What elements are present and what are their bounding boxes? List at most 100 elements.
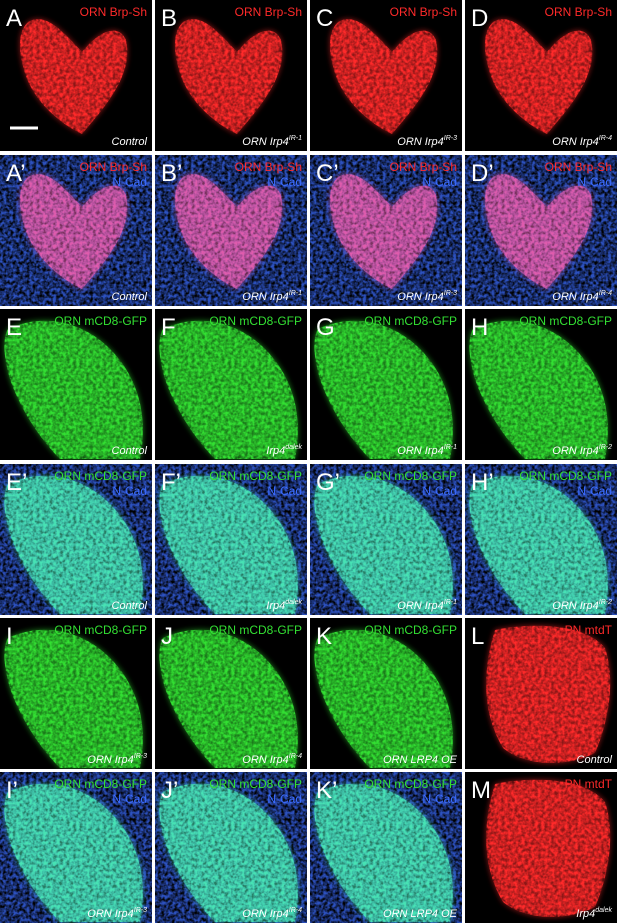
stain-label: N-Cad	[422, 792, 457, 806]
genotype-allele: IR-4	[599, 135, 612, 142]
panel-letter: H	[471, 314, 488, 341]
tissue	[486, 779, 611, 918]
genotype-allele: IR-1	[444, 599, 457, 606]
stain-label: ORN mCD8-GFP	[209, 623, 302, 637]
panel-letter: F	[161, 314, 176, 341]
panel: J ORN mCD8-GFP ORN Irp4IR-4	[155, 618, 307, 769]
tissue	[469, 475, 608, 614]
panel-letter: I	[6, 623, 13, 650]
micrograph	[465, 155, 617, 306]
stain-label: ORN mCD8-GFP	[364, 469, 457, 483]
genotype-name: ORN Irp4	[242, 136, 288, 148]
tissue	[4, 475, 143, 614]
genotype-name: ORN Irp4	[397, 445, 443, 457]
genotype-name: ORN LRP4 OE	[383, 754, 458, 766]
stain-label: N-Cad	[112, 175, 147, 189]
panel-letter: D’	[471, 160, 494, 187]
tissue	[4, 320, 143, 459]
genotype: Control	[577, 754, 613, 766]
micrograph	[0, 155, 152, 306]
micrograph	[465, 464, 617, 615]
micrograph	[0, 0, 152, 151]
genotype-allele: IR-3	[134, 907, 147, 914]
panel: I ORN mCD8-GFP ORN Irp4IR-3	[0, 618, 152, 769]
micrograph	[155, 772, 307, 923]
panel-letter: I’	[6, 777, 18, 804]
genotype: ORN LRP4 OE	[383, 754, 458, 766]
tissue	[469, 320, 608, 459]
genotype-allele: dalek	[595, 907, 612, 914]
micrograph	[0, 464, 152, 615]
genotype: Irp4dalek	[266, 599, 302, 612]
stain-label: N-Cad	[267, 484, 302, 498]
stain-label: ORN mCD8-GFP	[54, 314, 147, 328]
genotype-name: ORN Irp4	[552, 291, 598, 303]
micrograph	[0, 309, 152, 460]
genotype: ORN Irp4IR-3	[397, 290, 457, 303]
stain-label: ORN mCD8-GFP	[209, 777, 302, 791]
panel-letter: G’	[316, 469, 340, 496]
genotype-name: ORN Irp4	[552, 136, 598, 148]
panel-letter: L	[471, 623, 484, 650]
panel-letter: D	[471, 5, 488, 32]
panel: A’ ORN Brp-ShN-Cad Control	[0, 155, 152, 306]
micrograph	[155, 0, 307, 151]
tissue	[159, 475, 298, 614]
micrograph	[155, 309, 307, 460]
micrograph	[155, 464, 307, 615]
tissue	[19, 174, 128, 289]
genotype-name: ORN Irp4	[242, 291, 288, 303]
genotype-allele: IR-1	[289, 290, 302, 297]
micrograph	[310, 155, 462, 306]
stain-label: N-Cad	[267, 792, 302, 806]
genotype-allele: IR-1	[289, 135, 302, 142]
panel-letter: B	[161, 5, 177, 32]
genotype-name: ORN Irp4	[87, 908, 133, 920]
genotype-allele: IR-3	[444, 290, 457, 297]
genotype-name: ORN Irp4	[87, 754, 133, 766]
tissue	[484, 174, 593, 289]
genotype: ORN Irp4IR-3	[87, 907, 147, 920]
panel-letter: A’	[6, 160, 26, 187]
genotype: ORN Irp4IR-2	[552, 444, 612, 457]
tissue	[4, 783, 143, 922]
micrograph	[310, 772, 462, 923]
panel: B ORN Brp-Sh ORN Irp4IR-1	[155, 0, 307, 151]
genotype-name: Control	[112, 291, 148, 303]
genotype-name: ORN LRP4 OE	[383, 908, 458, 920]
genotype: Irp4dalek	[266, 444, 302, 457]
genotype: Control	[112, 445, 148, 457]
panel-letter: K’	[316, 777, 337, 804]
micrograph	[310, 0, 462, 151]
genotype-allele: IR-4	[289, 907, 302, 914]
stain-label: PN mtdT	[565, 777, 613, 791]
genotype: Control	[112, 600, 148, 612]
genotype-allele: IR-3	[134, 753, 147, 760]
panel: K ORN mCD8-GFP ORN LRP4 OE	[310, 618, 462, 769]
tissue	[4, 629, 143, 768]
panel-letter: E’	[6, 469, 27, 496]
stain-label: ORN mCD8-GFP	[209, 469, 302, 483]
panel: C’ ORN Brp-ShN-Cad ORN Irp4IR-3	[310, 155, 462, 306]
tissue	[484, 19, 593, 135]
genotype: Control	[112, 291, 148, 303]
stain-label: ORN Brp-Sh	[235, 160, 302, 174]
panel: F ORN mCD8-GFP Irp4dalek	[155, 309, 307, 460]
genotype-allele: IR-2	[599, 444, 612, 451]
stain-label: N-Cad	[422, 484, 457, 498]
genotype: Irp4dalek	[576, 907, 612, 920]
genotype-name: Control	[112, 600, 148, 612]
panel-letter: F’	[161, 469, 181, 496]
genotype: ORN Irp4IR-1	[242, 135, 302, 148]
genotype-name: ORN Irp4	[397, 600, 443, 612]
panel: E ORN mCD8-GFP Control	[0, 309, 152, 460]
genotype: ORN Irp4IR-1	[397, 444, 457, 457]
stain-label: ORN mCD8-GFP	[519, 469, 612, 483]
panel: M PN mtdT Irp4dalek	[465, 772, 617, 923]
stain-label: ORN mCD8-GFP	[364, 623, 457, 637]
tissue	[314, 783, 453, 922]
